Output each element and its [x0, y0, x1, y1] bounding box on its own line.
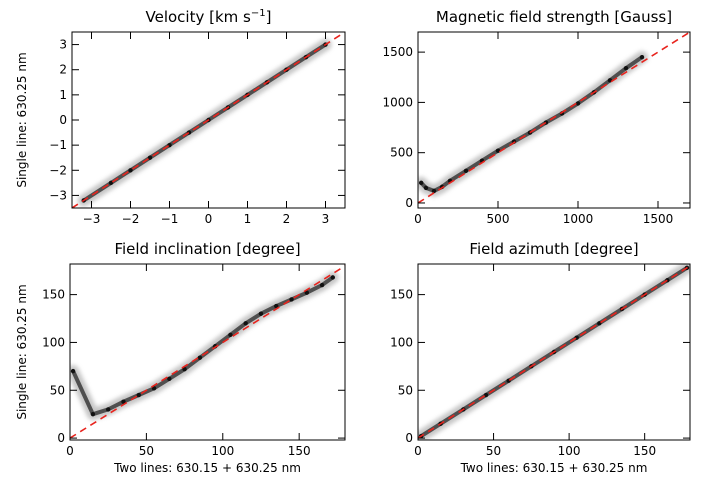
data-layer	[418, 264, 690, 440]
data-point	[623, 66, 629, 71]
data-point	[419, 180, 424, 186]
y-tick-label: −2	[49, 163, 67, 177]
data-layer	[70, 265, 345, 439]
y-tick-label: 50	[398, 383, 413, 397]
x-axis-label: Two lines: 630.15 + 630.25 nm	[460, 461, 648, 475]
data-point	[136, 392, 141, 398]
data-point	[243, 321, 248, 326]
panel-title: Field inclination [degree]	[114, 240, 300, 258]
panel-title: Field azimuth [degree]	[469, 240, 638, 258]
y-tick-label: 150	[390, 288, 413, 302]
x-tick-label: 100	[211, 444, 234, 458]
x-tick-label: 0	[414, 212, 422, 226]
data-point	[128, 168, 133, 173]
data-point	[182, 367, 187, 372]
x-tick-label: 50	[486, 444, 501, 458]
x-tick-label: 1500	[643, 212, 674, 226]
data-point	[197, 355, 203, 360]
reference-line	[418, 32, 690, 204]
panel-4: 0 50 100 150 0 50 100 150 Field azimuth [degree]…	[390, 240, 691, 475]
y-tick-label: 1000	[382, 95, 413, 109]
data-point	[121, 399, 126, 404]
y-tick-label: 50	[50, 383, 65, 397]
y-tick-label: −1	[49, 138, 67, 152]
density-halo	[418, 51, 648, 197]
y-tick-label: 100	[42, 335, 65, 349]
x-tick-label: 150	[288, 444, 311, 458]
y-tick-label: 500	[390, 146, 413, 160]
data-point	[575, 101, 581, 106]
y-tick-label: −3	[49, 188, 67, 202]
x-tick-label: 1	[244, 212, 252, 226]
y-axis-label: Single line: 630.25 nm	[15, 52, 29, 187]
y-axis-label: Single line: 630.25 nm	[15, 284, 29, 419]
y-tick-label: 3	[59, 38, 67, 52]
data-point	[105, 407, 111, 412]
y-tick-label: 1500	[382, 45, 413, 59]
x-tick-label: 0	[414, 444, 422, 458]
panel-2: 0 500 1000 1500 0 500 1000 1500 Magnetic field s…	[382, 8, 691, 226]
y-tick-label: 2	[59, 63, 67, 77]
x-tick-label: 1000	[563, 212, 594, 226]
y-tick-label: 100	[390, 335, 413, 349]
x-tick-label: 100	[558, 444, 581, 458]
panel-title: Velocity [km s−1]	[146, 8, 272, 26]
plot-frame	[417, 31, 691, 209]
y-tick-label: 150	[42, 288, 65, 302]
y-tick-label: 0	[405, 196, 413, 210]
y-tick-label: 1	[59, 88, 67, 102]
data-point	[274, 303, 279, 309]
x-tick-label: 0	[205, 212, 213, 226]
x-tick-label: 3	[322, 212, 330, 226]
data-point	[108, 180, 114, 186]
data-point	[423, 185, 429, 191]
plot-frame	[69, 263, 346, 441]
y-tick-label: 0	[59, 113, 67, 127]
reference-line	[418, 265, 690, 439]
data-layer	[72, 32, 345, 208]
data-point	[258, 311, 264, 316]
data-point	[228, 332, 233, 337]
x-tick-label: −3	[83, 212, 101, 226]
data-point	[639, 54, 645, 60]
y-tick-label: 0	[405, 431, 413, 445]
panel-title: Magnetic field strength [Gauss]	[436, 8, 672, 26]
x-tick-label: −1	[161, 212, 179, 226]
x-tick-label: 2	[283, 212, 291, 226]
x-tick-label: 500	[487, 212, 510, 226]
data-point	[431, 188, 437, 194]
x-tick-label: 0	[66, 444, 74, 458]
data-point	[147, 155, 153, 160]
data-point	[319, 282, 325, 288]
data-point	[90, 411, 96, 417]
data-layer	[418, 32, 690, 204]
data-point	[304, 290, 310, 295]
data-point	[167, 376, 172, 381]
reference-line	[72, 32, 345, 208]
data-point	[463, 168, 469, 173]
plot-frame	[417, 263, 691, 441]
x-tick-label: 150	[633, 444, 656, 458]
x-axis-label: Two lines: 630.15 + 630.25 nm	[113, 461, 301, 475]
y-tick-label: 0	[57, 431, 65, 445]
x-tick-label: 50	[139, 444, 154, 458]
data-point	[330, 275, 335, 280]
data-point	[495, 148, 501, 153]
panel-3: 0 50 100 150 0 50 100 150 Field inclination [deg…	[15, 240, 346, 475]
panel-1: −3 −2 −1 0 1 2 3 −3 −2 −1 0 1 2 3 Velocity [km s−1] Sin…	[15, 8, 346, 226]
data-point	[70, 368, 76, 374]
reference-line	[70, 265, 345, 439]
data-point	[289, 297, 294, 302]
data-point	[151, 386, 157, 391]
x-tick-label: −2	[122, 212, 140, 226]
